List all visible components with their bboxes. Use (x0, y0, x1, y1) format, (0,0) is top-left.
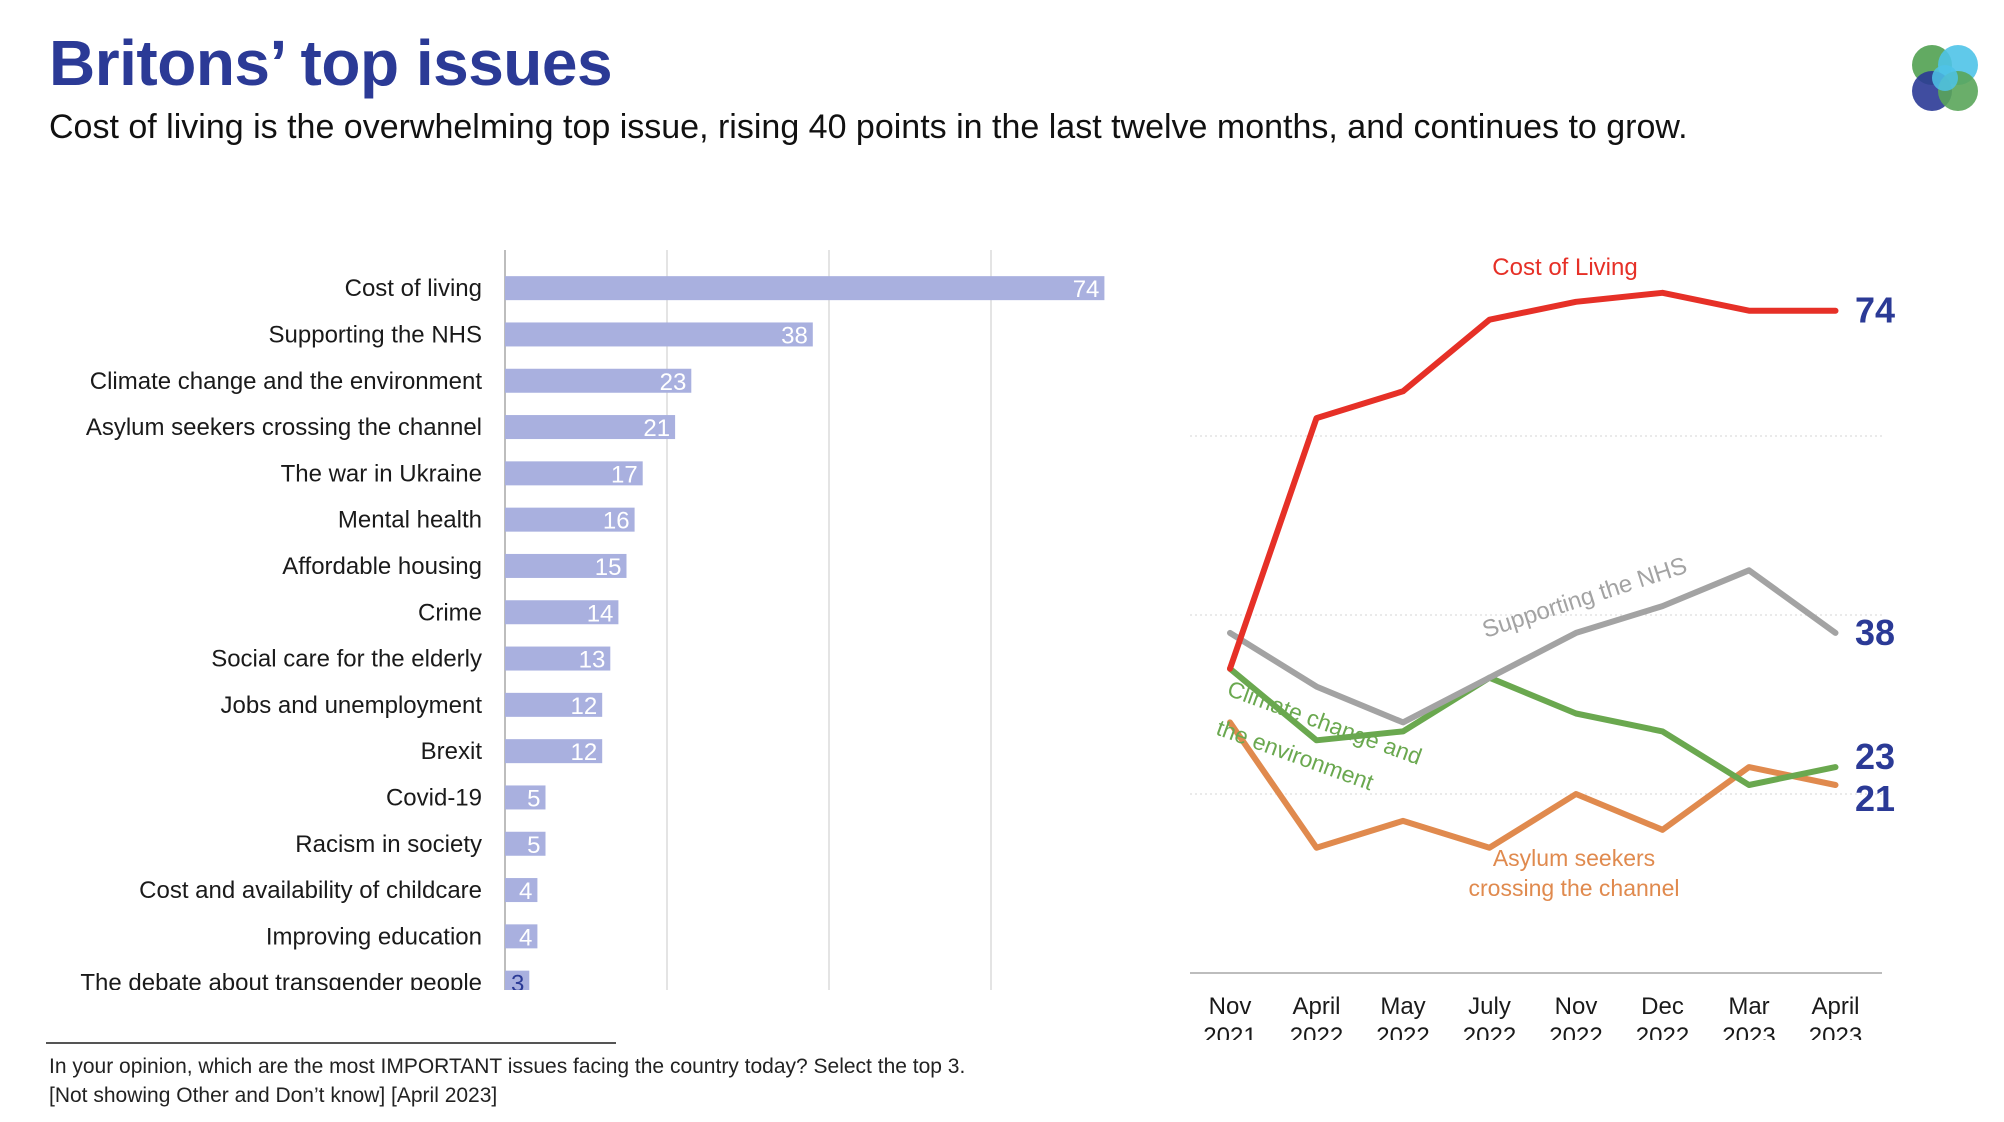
x-tick-label-april-2022-line1: April (1292, 993, 1340, 1020)
x-tick-label-dec-2022-line1: Dec (1641, 993, 1684, 1020)
series-label-asylum-seekers-line2: crossing the channel (1469, 875, 1680, 901)
bar-value-label-social-care-for-the-elderly: 13 (579, 647, 606, 674)
bar-racism-in-society (505, 831, 546, 856)
footnote-note: [Not showing Other and Don’t know] [Apri… (49, 1084, 498, 1107)
bar-category-label-improving-education: Improving education (266, 923, 482, 950)
end-label-asylum-seekers-crossing-the-channel: 21 (1855, 778, 1895, 819)
bar-category-label-brexit: Brexit (421, 738, 483, 765)
x-tick-label-mar-2023-line1: Mar (1728, 993, 1769, 1020)
bar-category-label-racism-in-society: Racism in society (295, 831, 482, 858)
x-tick-label-april-2022-line2: 2022 (1290, 1023, 1343, 1040)
bar-chart: Cost of living 74 Supporting the NHS 38 Clim… (80, 250, 1105, 990)
bar-value-label-cost-and-availability-of-childcare: 4 (519, 878, 532, 905)
bar-category-label-mental-health: Mental health (338, 507, 482, 534)
bar-climate-change-and-the-environment (505, 368, 692, 393)
bar-value-label-cost-of-living: 74 (1073, 276, 1100, 303)
footnote-question: In your opinion, which are the most IMPO… (49, 1055, 966, 1078)
x-tick-label-may-2022-line1: May (1380, 993, 1425, 1020)
x-tick-label-may-2022-line2: 2022 (1376, 1023, 1429, 1040)
bar-category-label-climate-change-and-the-environment: Climate change and the environment (90, 368, 483, 395)
bar-category-label-social-care-for-the-elderly: Social care for the elderly (211, 646, 482, 673)
bar-supporting-the-nhs (505, 322, 813, 347)
logo-circle-center (1932, 65, 1958, 91)
bar-social-care-for-the-elderly (505, 646, 611, 671)
page-subtitle: Cost of living is the overwhelming top i… (49, 108, 1688, 146)
bar-value-label-crime: 14 (587, 600, 614, 627)
x-tick-label-nov-2022-line1: Nov (1555, 993, 1598, 1020)
footnote: In your opinion, which are the most IMPO… (49, 1052, 965, 1110)
series-label-asylum-seekers-line1: Asylum seekers (1493, 845, 1655, 871)
x-tick-label-mar-2023-line2: 2023 (1722, 1023, 1775, 1040)
page-title: Britons’ top issues (49, 27, 613, 99)
bar-category-label-supporting-the-nhs: Supporting the NHS (269, 321, 482, 348)
bar-value-label-affordable-housing: 15 (595, 554, 622, 581)
bar-value-label-brexit: 12 (570, 739, 597, 766)
bar-crime (505, 600, 619, 625)
x-tick-label-april-2023-line2: 2023 (1809, 1023, 1862, 1040)
bar-covid-19 (505, 785, 546, 810)
x-tick-label-nov-2022-line2: 2022 (1549, 1023, 1602, 1040)
bar-brexit (505, 739, 603, 764)
bar-value-label-improving-education: 4 (519, 924, 532, 951)
bar-category-label-asylum-seekers-crossing-the-channel: Asylum seekers crossing the channel (86, 414, 482, 441)
series-line-climate-change-and-the-environment (1227, 665, 1839, 788)
four-circle-logo-icon (1912, 45, 1978, 111)
bar-category-label-the-debate-about-transgender-people: The debate about transgender people (80, 970, 482, 990)
line-chart: Nov 2021 April 2022 May 2022 July 2022 Nov 2022 De… (1190, 254, 1895, 1040)
series-label-cost-of-living: Cost of Living (1492, 254, 1637, 281)
bar-category-label-covid-19: Covid-19 (386, 784, 482, 811)
bar-value-label-climate-change-and-the-environment: 23 (660, 369, 687, 396)
bar-value-label-asylum-seekers-crossing-the-channel: 21 (643, 415, 670, 442)
bar-value-label-the-war-in-ukraine: 17 (611, 461, 638, 488)
end-label-climate-change-and-the-environment: 23 (1855, 736, 1895, 777)
bar-value-label-mental-health: 16 (603, 508, 630, 535)
bar-value-label-the-debate-about-transgender-people: 3 (511, 971, 524, 990)
bar-mental-health (505, 507, 635, 532)
bar-category-label-affordable-housing: Affordable housing (282, 553, 482, 580)
footnote-divider (46, 1042, 616, 1044)
series-line-supporting-the-nhs (1227, 567, 1839, 726)
bar-affordable-housing (505, 553, 627, 578)
bar-cost-and-availability-of-childcare (505, 878, 538, 903)
x-tick-label-nov-2021-line1: Nov (1209, 993, 1252, 1020)
end-label-supporting-the-nhs: 38 (1855, 612, 1895, 653)
bar-category-label-the-war-in-ukraine: The war in Ukraine (281, 460, 482, 487)
bar-value-label-jobs-and-unemployment: 12 (570, 693, 597, 720)
bar-the-war-in-ukraine (505, 461, 643, 486)
bar-value-label-racism-in-society: 5 (527, 832, 540, 859)
bar-value-label-covid-19: 5 (527, 785, 540, 812)
x-tick-label-dec-2022-line2: 2022 (1636, 1023, 1689, 1040)
bar-value-label-supporting-the-nhs: 38 (781, 322, 808, 349)
end-label-cost-of-living: 74 (1855, 290, 1895, 331)
bar-cost-of-living (505, 276, 1105, 301)
bar-jobs-and-unemployment (505, 692, 603, 717)
bar-asylum-seekers-crossing-the-channel (505, 415, 676, 440)
bar-the-debate-about-transgender-people (505, 970, 530, 990)
bar-category-label-cost-and-availability-of-childcare: Cost and availability of childcare (139, 877, 482, 904)
bar-improving-education (505, 924, 538, 949)
x-tick-label-april-2023-line1: April (1811, 993, 1859, 1020)
x-tick-label-july-2022-line1: July (1468, 993, 1511, 1020)
x-tick-label-july-2022-line2: 2022 (1463, 1023, 1516, 1040)
series-line-cost-of-living (1227, 289, 1839, 672)
bar-category-label-jobs-and-unemployment: Jobs and unemployment (221, 692, 483, 719)
x-tick-label-nov-2021-line2: 2021 (1203, 1023, 1256, 1040)
bar-category-label-crime: Crime (418, 599, 482, 626)
bar-category-label-cost-of-living: Cost of living (345, 275, 482, 302)
